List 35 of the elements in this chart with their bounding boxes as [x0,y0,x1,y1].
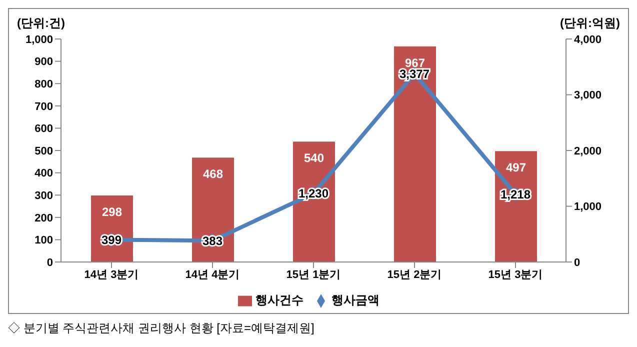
y-tick-label: 400 [34,168,53,180]
y-tick-label: 600 [34,123,53,136]
y-tick-label: 300 [34,190,53,202]
x-tick-label: 15년 2분기 [387,268,442,281]
y2-tick-label: 2,000 [574,145,602,158]
data-label: 298 [102,205,122,220]
legend-label: 행사건수 [256,293,304,307]
legend-label: 행사금액 [332,293,380,307]
y-tick-label: 200 [34,212,53,224]
x-tick-label: 14년 4분기 [185,268,240,281]
y-tick-label: 0 [46,256,53,269]
y-tick-label: 1,000 [25,34,53,46]
y2-tick-label: 1,000 [574,201,602,214]
bar [293,142,335,262]
data-label: 468 [202,167,224,182]
y2-tick-label: 0 [574,256,580,269]
data-label: 540 [304,151,324,166]
y-tick-label: 900 [34,56,53,68]
bar [495,151,537,262]
text: ◇ 분기별 주식관련사채 권리행사 현황 [자료=예탁결제원] [8,320,316,337]
y-axis-title: (단위:건) [17,15,65,32]
data-label: 967 [404,56,426,70]
bar [394,46,436,262]
data-label: 497 [506,160,526,175]
x-tick-label: 15년 1분기 [286,268,341,281]
y2-tick-label: 3,000 [574,90,602,102]
y2-axis-title: (단위:억원) [560,15,620,32]
y-tick-label: 500 [34,145,53,158]
y-tick-label: 700 [34,100,53,113]
x-tick-label: 14년 3분기 [84,268,139,281]
y-tick-label: 100 [34,234,53,247]
bar [192,158,234,262]
y-tick-label: 800 [34,78,53,91]
x-tick-label: 15년 3분기 [488,268,543,281]
y2-tick-label: 4,000 [574,34,602,46]
